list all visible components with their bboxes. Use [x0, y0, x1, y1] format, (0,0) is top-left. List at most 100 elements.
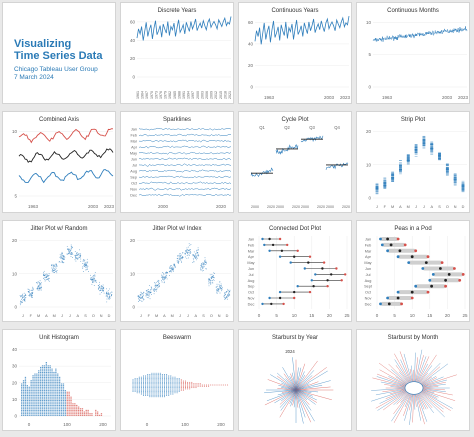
data-point	[188, 250, 190, 252]
unit-mark	[53, 403, 55, 405]
data-point	[162, 278, 164, 280]
unit-mark	[85, 414, 87, 416]
unit-mark	[32, 375, 34, 377]
data-point	[47, 275, 49, 277]
ray	[388, 363, 409, 384]
data-point	[60, 261, 62, 263]
data-point	[445, 173, 449, 175]
unit-mark	[28, 398, 30, 400]
unit-mark	[49, 371, 51, 373]
unit-mark	[38, 386, 40, 388]
data-point	[147, 292, 149, 294]
unit-mark	[36, 391, 38, 393]
data-point	[414, 146, 418, 148]
unit-mark	[49, 398, 51, 400]
data-point	[147, 374, 149, 376]
data-point	[149, 388, 151, 390]
unit-mark	[76, 414, 78, 416]
unit-mark	[74, 411, 76, 413]
min-point	[414, 284, 418, 288]
data-point	[166, 375, 168, 377]
unit-mark	[36, 393, 38, 395]
unit-mark	[26, 414, 28, 416]
data-point	[172, 376, 174, 378]
data-point	[146, 293, 148, 295]
data-point	[157, 389, 159, 391]
unit-mark	[53, 376, 55, 378]
data-point	[193, 254, 195, 256]
data-point	[445, 170, 449, 172]
data-point	[70, 244, 72, 246]
data-point	[52, 266, 54, 268]
data-point	[170, 266, 171, 268]
data-point	[375, 186, 379, 187]
data-point	[161, 276, 163, 278]
data-point	[24, 300, 26, 302]
data-point	[383, 183, 387, 185]
data-point	[170, 387, 172, 389]
data-point	[177, 259, 179, 261]
data-point	[430, 149, 434, 151]
unit-mark	[66, 411, 68, 413]
unit-mark	[41, 386, 44, 388]
data-point	[199, 383, 201, 385]
data-point	[174, 379, 176, 381]
data-point	[168, 394, 170, 396]
unit-mark	[40, 366, 42, 369]
starburst-year-card: Starburst by Year 2024	[238, 329, 352, 431]
unit-mark	[78, 414, 80, 416]
data-point	[87, 262, 88, 264]
unit-mark	[47, 383, 49, 385]
unit-mark	[24, 406, 27, 408]
unit-mark	[47, 396, 49, 398]
data-point	[145, 392, 147, 394]
unit-mark	[51, 383, 53, 385]
data-point	[186, 251, 188, 253]
tick-label: J	[376, 205, 378, 209]
data-point	[375, 186, 379, 188]
data-point	[213, 277, 215, 279]
ray	[403, 353, 413, 382]
data-point	[375, 185, 379, 187]
unit-mark	[24, 381, 27, 383]
sparklines-card: Sparklines Jan Feb Mar Apr May Jun Jul Aug Sep Oct…	[120, 111, 234, 213]
data-point	[159, 396, 161, 398]
tick-label: Nov	[130, 188, 137, 192]
tick-label: Sep	[130, 176, 137, 180]
data-point	[145, 385, 147, 387]
data-point	[414, 148, 418, 149]
data-point	[43, 270, 45, 272]
unit-mark	[59, 398, 61, 400]
series-line	[325, 162, 349, 170]
data-point	[461, 184, 465, 186]
tick-label: Dec	[130, 194, 137, 198]
data-point	[224, 294, 226, 295]
data-point	[22, 297, 24, 299]
ray	[295, 389, 299, 408]
unit-mark	[64, 401, 66, 403]
data-point	[66, 254, 68, 256]
unit-mark	[40, 413, 42, 415]
unit-mark	[34, 413, 36, 415]
data-point	[40, 288, 42, 290]
tick-label: J	[69, 314, 71, 318]
unit-mark	[66, 401, 68, 403]
data-point	[28, 291, 30, 293]
data-point	[155, 387, 157, 389]
data-point	[28, 289, 30, 291]
mean-point	[268, 237, 271, 241]
data-point	[199, 384, 201, 386]
data-point	[184, 384, 187, 386]
data-point	[438, 153, 441, 154]
data-point	[162, 275, 164, 277]
unit-mark	[40, 373, 42, 375]
ray	[420, 363, 449, 385]
unit-mark	[55, 393, 57, 395]
data-point	[445, 175, 449, 176]
data-point	[161, 392, 163, 394]
data-point	[151, 376, 153, 378]
unit-mark	[68, 391, 70, 393]
data-point	[136, 380, 138, 382]
data-point	[406, 154, 410, 156]
data-point	[37, 286, 39, 288]
